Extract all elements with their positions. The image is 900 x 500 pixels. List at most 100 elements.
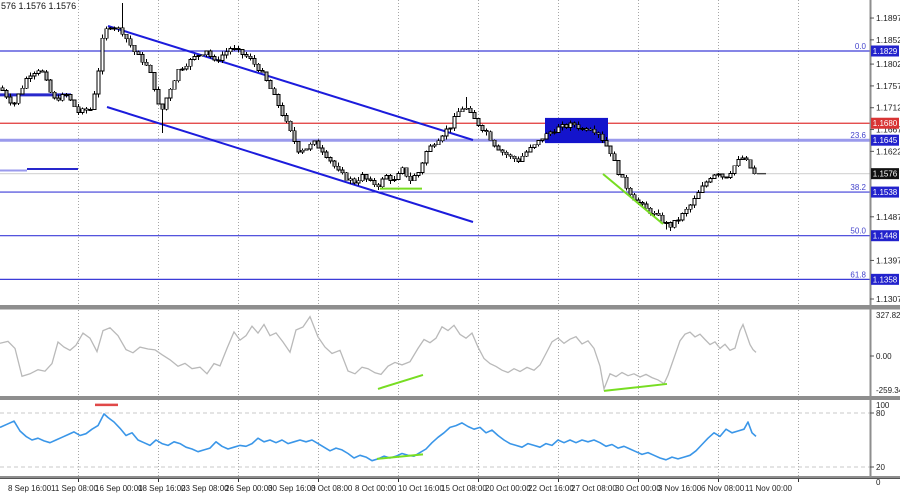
candle-body	[396, 173, 401, 180]
candle-body	[496, 145, 501, 151]
candle-body	[672, 219, 677, 228]
candle-body	[260, 69, 265, 73]
panel-separator[interactable]	[0, 476, 900, 479]
green-trendline[interactable]	[602, 173, 664, 225]
candle-body	[552, 131, 557, 134]
signal-rectangle[interactable]	[545, 117, 608, 144]
candle-body	[432, 144, 437, 147]
candle-body	[276, 94, 281, 106]
candle-body	[624, 176, 629, 189]
candle-body	[612, 153, 617, 161]
fib-retracement-lines[interactable]	[0, 50, 870, 280]
fib-price-badge-bg	[871, 134, 899, 146]
candle-body	[196, 55, 201, 58]
fib-price-badge: 1.1448	[873, 232, 898, 241]
candle-body	[24, 78, 29, 89]
fib-price-badge-bg	[871, 230, 899, 242]
rsi-green-trendline[interactable]	[376, 453, 424, 460]
price-tick-label: 1.1802	[876, 59, 900, 69]
fib-percent-label: 38.2	[850, 183, 866, 192]
candle-body	[328, 157, 333, 162]
candle-body	[132, 44, 137, 53]
candle-body	[76, 106, 81, 113]
green-trend-segments[interactable]	[380, 173, 664, 225]
candle-body	[0, 87, 5, 91]
price-tick-label: 1.1712	[876, 103, 900, 113]
candle-body	[4, 90, 9, 98]
trend-channel-lines[interactable]	[106, 25, 474, 223]
cci-green-trendline[interactable]	[377, 373, 424, 390]
candle-body	[344, 172, 349, 181]
candle-body	[136, 51, 141, 55]
candle-body	[484, 130, 489, 133]
candle-body	[68, 94, 73, 101]
candle-body	[616, 160, 621, 175]
candle-body	[580, 127, 585, 130]
candle-body	[720, 173, 725, 178]
cci-max-label: 327.826	[876, 311, 900, 320]
candle-body	[92, 93, 97, 110]
candle-body	[608, 145, 613, 155]
candle-body	[116, 27, 121, 30]
candle-body	[308, 143, 313, 150]
time-label: 22 Oct 16:00	[528, 484, 574, 493]
candle-body	[448, 127, 453, 130]
panel-separator[interactable]	[0, 305, 900, 310]
candle-body	[164, 97, 169, 110]
time-label: 15 Oct 08:00	[441, 484, 487, 493]
candle-body	[568, 122, 573, 128]
candle-body	[408, 175, 413, 182]
cci-green-trendline[interactable]	[603, 382, 668, 392]
candle-body	[564, 124, 569, 128]
candle-body	[548, 131, 553, 135]
candle-body	[64, 94, 69, 96]
candle-body	[180, 68, 185, 71]
candle-body	[240, 48, 245, 56]
candle-body	[692, 198, 697, 206]
candle-body	[532, 144, 537, 148]
candle-body	[200, 54, 205, 57]
price-tick-label: 1.1397	[876, 255, 900, 265]
channel-trendline-lower[interactable]	[106, 106, 474, 223]
candle-body	[112, 27, 117, 30]
rsi-indicator-panel	[0, 403, 870, 468]
candle-body	[208, 50, 213, 57]
candle-body	[420, 162, 425, 173]
consolidation-rectangle[interactable]	[545, 117, 608, 144]
panel-separator[interactable]	[0, 396, 900, 400]
time-label: 3 Nov 16:00	[658, 484, 702, 493]
candle-body	[32, 72, 37, 77]
candle-body	[680, 213, 685, 221]
candle-body	[600, 133, 605, 141]
candle-body	[168, 88, 173, 99]
candle-body	[192, 56, 197, 60]
time-label: 26 Sep 00:00	[225, 484, 273, 493]
time-label: 18 Sep 16:00	[138, 484, 186, 493]
candle-body	[44, 71, 49, 81]
channel-trendline-upper[interactable]	[107, 25, 474, 141]
candle-body	[736, 159, 741, 167]
candle-body	[528, 147, 533, 153]
price-tick-label: 1.1757	[876, 81, 900, 91]
candle-body	[456, 111, 461, 117]
candle-body	[384, 175, 389, 180]
candle-body	[264, 71, 269, 81]
support-resistance-segments[interactable]	[0, 93, 78, 172]
candle-body	[560, 124, 565, 128]
candle-body	[372, 180, 377, 186]
candle-body	[236, 48, 241, 50]
price-tick-label: 1.1622	[876, 146, 900, 156]
candle-body	[628, 187, 633, 196]
candle-body	[500, 149, 505, 153]
candle-body	[716, 173, 721, 176]
candle-body	[480, 125, 485, 131]
price-axis[interactable]: 1.18971.18521.18021.17571.17121.16671.16…	[850, 13, 900, 487]
candle-body	[212, 56, 217, 61]
candle-body	[640, 202, 645, 205]
fib-price-badge: 1.1538	[873, 188, 898, 197]
candle-body	[316, 140, 321, 149]
candle-body	[228, 48, 233, 53]
candle-body	[392, 179, 397, 181]
